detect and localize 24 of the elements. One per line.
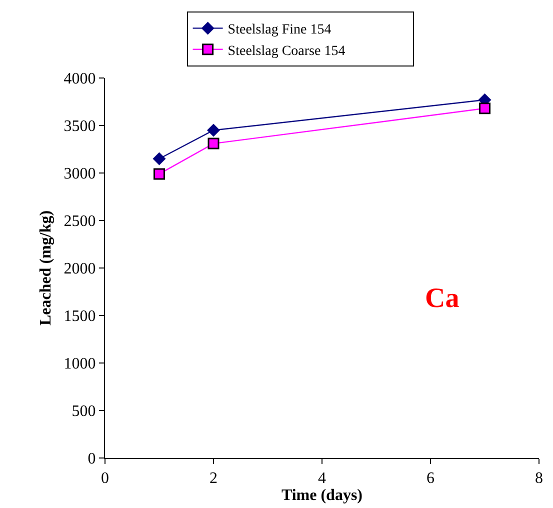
y-tick-label: 2000 bbox=[64, 260, 96, 278]
y-tick-label: 3000 bbox=[64, 166, 96, 183]
y-tick-label: 3500 bbox=[64, 118, 96, 136]
y-tick-label: 4000 bbox=[64, 70, 96, 88]
y-tick-label: 500 bbox=[72, 403, 96, 420]
y-axis-title: Leached (mg/kg) bbox=[38, 210, 55, 326]
point bbox=[479, 102, 490, 114]
x-tick-label: 8 bbox=[535, 470, 543, 488]
legend-label: Steelslag Coarse 154 bbox=[228, 44, 346, 59]
x-tick-label: 6 bbox=[426, 470, 434, 488]
x-tick-label: 2 bbox=[210, 470, 218, 488]
point bbox=[152, 152, 166, 166]
x-tick-label: 4 bbox=[318, 470, 326, 488]
x-tick-label: 0 bbox=[101, 470, 109, 488]
y-tick-label: 1500 bbox=[64, 308, 96, 326]
y-tick-label: 1000 bbox=[64, 356, 96, 373]
y-tick-label: 0 bbox=[88, 450, 96, 468]
point bbox=[208, 138, 220, 150]
annotation: Ca bbox=[425, 283, 460, 314]
legend-label: Steelslag Fine 154 bbox=[228, 22, 332, 38]
point bbox=[207, 124, 220, 137]
point bbox=[154, 168, 165, 180]
x-axis-title: Time (days) bbox=[281, 487, 363, 504]
y-tick-label: 2500 bbox=[64, 213, 96, 230]
